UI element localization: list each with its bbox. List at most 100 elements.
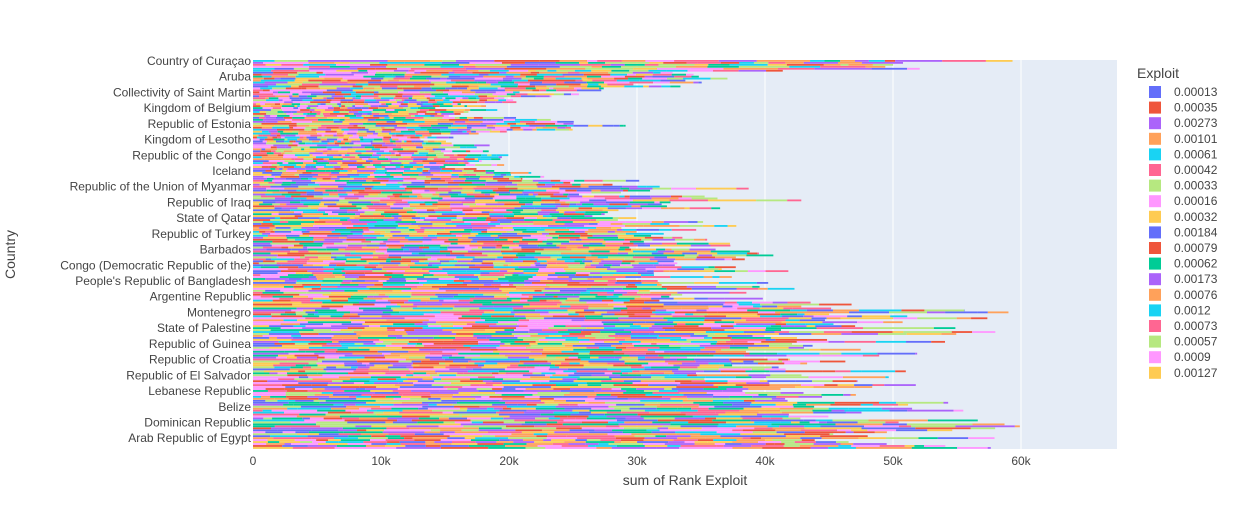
bar-segment	[360, 138, 364, 141]
bar-segment	[693, 313, 708, 316]
bar-segment	[587, 278, 616, 280]
bar-segment	[432, 148, 446, 151]
bar-segment	[626, 390, 645, 392]
bar-segment	[350, 252, 373, 255]
y-axis-title: Country	[2, 230, 18, 279]
bar-segment	[299, 413, 326, 416]
bar-segment	[271, 213, 279, 216]
bar-segment	[800, 384, 825, 386]
bar-segment	[478, 232, 502, 235]
bar-segment	[581, 325, 616, 328]
bar-segment	[578, 411, 591, 414]
bar-segment	[299, 293, 323, 296]
bar-segment	[498, 321, 529, 324]
bar-segment	[442, 350, 482, 353]
bar-segment	[356, 358, 376, 361]
bar-segment	[433, 366, 446, 369]
bar-segment	[456, 285, 495, 288]
bar-segment	[508, 283, 514, 286]
bar-segment	[679, 225, 703, 227]
bar-segment	[805, 323, 834, 326]
bar-segment	[431, 384, 471, 386]
bar-segment	[381, 79, 389, 82]
bar-segment	[590, 356, 599, 359]
bar-segment	[403, 207, 416, 210]
bar-segment	[517, 232, 543, 235]
bar-segment	[360, 97, 374, 100]
bar-segment	[386, 173, 391, 176]
bar-segment	[619, 358, 639, 361]
bar-segment	[387, 63, 425, 66]
bar-segment	[608, 256, 633, 259]
bar-segment	[253, 79, 261, 82]
bar-segment	[517, 252, 541, 255]
bar-segment	[440, 65, 464, 68]
bar-segment	[348, 297, 364, 300]
bar-segment	[766, 376, 809, 379]
bar-segment	[495, 199, 542, 202]
bar-segment	[711, 207, 721, 210]
bar-segment	[640, 250, 658, 253]
bar-segment	[443, 415, 462, 418]
bar-segment	[586, 81, 605, 84]
bar-segment	[608, 421, 625, 424]
bar-segment	[607, 366, 631, 369]
bar-segment	[434, 441, 452, 443]
y-tick-label: Dominican Republic	[144, 415, 251, 429]
bar-segment	[836, 441, 849, 443]
bar-segment	[253, 264, 264, 267]
bar-segment	[561, 342, 570, 345]
bar-segment	[661, 207, 669, 210]
bar-segment	[861, 427, 916, 430]
bar-segment	[557, 303, 571, 306]
bar-segment	[389, 370, 411, 373]
bar-segment	[716, 431, 753, 434]
bar-segment	[496, 411, 525, 414]
bar-segment	[621, 356, 638, 359]
bar-segment	[322, 197, 345, 200]
bar-segment	[513, 309, 536, 312]
bar-segment	[382, 297, 430, 300]
bar-segment	[474, 274, 481, 276]
bar-segment	[383, 77, 394, 80]
bar-segment	[309, 234, 328, 237]
bar-segment	[276, 166, 281, 168]
bar-segment	[264, 115, 271, 117]
bar-segment	[401, 344, 416, 347]
legend-entry-label: 0.00184	[1174, 225, 1218, 239]
bar-segment	[354, 103, 368, 106]
bar-segment	[281, 264, 303, 267]
bar-segment	[421, 360, 454, 363]
bar-segment	[331, 99, 341, 102]
bar-segment	[297, 380, 333, 383]
bar-segment	[608, 71, 633, 74]
bar-segment	[283, 130, 290, 133]
bar-segment	[401, 140, 405, 143]
bar-segment	[406, 331, 452, 333]
bar-segment	[573, 293, 598, 296]
bar-segment	[291, 158, 295, 161]
bar-segment	[383, 140, 391, 143]
bar-segment	[253, 61, 263, 64]
bar-segment	[296, 307, 330, 310]
bar-segment	[300, 109, 310, 111]
bar-segment	[621, 388, 637, 390]
bar-segment	[359, 346, 402, 349]
bar-segment	[399, 240, 423, 243]
bar-segment	[571, 93, 579, 96]
bar-segment	[448, 75, 461, 78]
bar-segment	[522, 236, 553, 239]
bar-segment	[370, 201, 380, 204]
bar-segment	[691, 75, 699, 78]
bar-segment	[614, 230, 637, 233]
bar-segment	[523, 128, 533, 131]
bar-segment	[341, 146, 353, 149]
bar-segment	[398, 213, 418, 216]
bar-segment	[383, 240, 400, 243]
x-tick-label: 40k	[755, 454, 775, 468]
bar-segment	[397, 85, 414, 88]
bar-segment	[812, 380, 833, 383]
bar-segment	[345, 409, 367, 412]
bar-segment	[280, 323, 300, 326]
bar-segment	[703, 370, 721, 373]
